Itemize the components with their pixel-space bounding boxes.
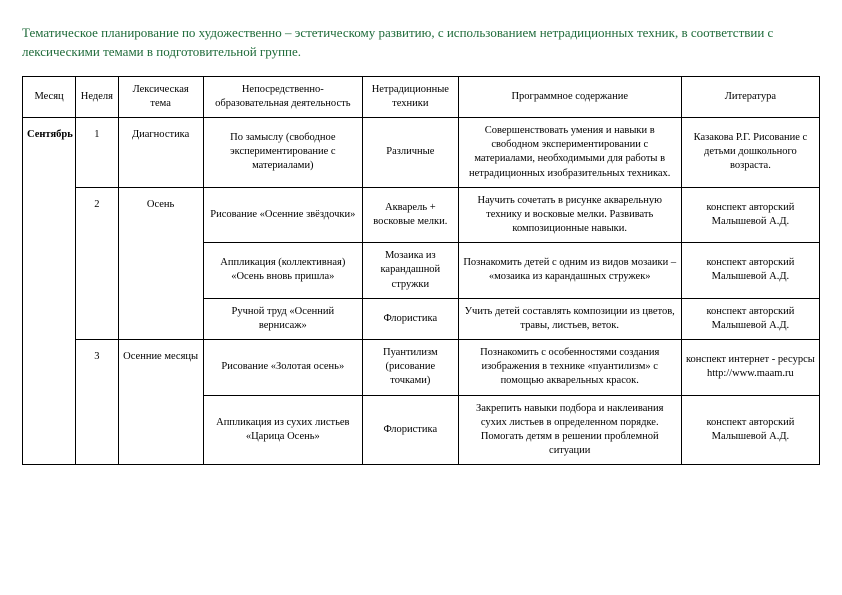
cell-week: 1 <box>76 118 119 188</box>
col-program: Программное содержание <box>458 76 681 117</box>
col-technique: Нетрадиционные техники <box>363 76 459 117</box>
cell-week: 2 <box>76 187 119 339</box>
cell-month: Сентябрь <box>23 118 76 465</box>
table-row: 3 Осенние месяцы Рисование «Золотая осен… <box>23 340 820 396</box>
cell-program: Учить детей составлять композиции из цве… <box>458 298 681 339</box>
page-title: Тематическое планирование по художествен… <box>22 24 820 62</box>
cell-lexical: Осень <box>118 187 203 339</box>
cell-program: Познакомить детей с одним из видов мозаи… <box>458 243 681 299</box>
cell-activity: По замыслу (свободное экспериментировани… <box>203 118 362 188</box>
col-month: Месяц <box>23 76 76 117</box>
cell-activity: Рисование «Золотая осень» <box>203 340 362 396</box>
planning-table: Месяц Неделя Лексическая тема Непосредст… <box>22 76 820 466</box>
cell-activity: Рисование «Осенние звёздочки» <box>203 187 362 243</box>
cell-program: Закрепить навыки подбора и наклеивания с… <box>458 395 681 465</box>
col-lexical: Лексическая тема <box>118 76 203 117</box>
cell-program: Совершенствовать умения и навыки в свобо… <box>458 118 681 188</box>
cell-activity: Аппликация из сухих листьев «Царица Осен… <box>203 395 362 465</box>
cell-technique: Различные <box>363 118 459 188</box>
cell-literature: конспект авторский Малышевой А.Д. <box>681 298 819 339</box>
cell-activity: Ручной труд «Осенний вернисаж» <box>203 298 362 339</box>
col-week: Неделя <box>76 76 119 117</box>
cell-program: Научить сочетать в рисунке акварельную т… <box>458 187 681 243</box>
cell-literature: Казакова Р.Г. Рисование с детьми дошколь… <box>681 118 819 188</box>
cell-technique: Флористика <box>363 298 459 339</box>
col-activity: Непосредственно-образовательная деятельн… <box>203 76 362 117</box>
cell-lexical: Осенние месяцы <box>118 340 203 465</box>
cell-technique: Флористика <box>363 395 459 465</box>
cell-technique: Пуантилизм (рисование точками) <box>363 340 459 396</box>
cell-activity: Аппликация (коллективная) «Осень вновь п… <box>203 243 362 299</box>
cell-literature: конспект интернет - ресурсы http://www.m… <box>681 340 819 396</box>
table-header-row: Месяц Неделя Лексическая тема Непосредст… <box>23 76 820 117</box>
cell-literature: конспект авторский Малышевой А.Д. <box>681 243 819 299</box>
table-row: Сентябрь 1 Диагностика По замыслу (свобо… <box>23 118 820 188</box>
cell-technique: Акварель + восковые мелки. <box>363 187 459 243</box>
table-row: 2 Осень Рисование «Осенние звёздочки» Ак… <box>23 187 820 243</box>
col-literature: Литература <box>681 76 819 117</box>
cell-literature: конспект авторский Малышевой А.Д. <box>681 395 819 465</box>
cell-week: 3 <box>76 340 119 465</box>
cell-technique: Мозаика из карандашной стружки <box>363 243 459 299</box>
cell-literature: конспект авторский Малышевой А.Д. <box>681 187 819 243</box>
cell-lexical: Диагностика <box>118 118 203 188</box>
cell-program: Познакомить с особенностями создания изо… <box>458 340 681 396</box>
